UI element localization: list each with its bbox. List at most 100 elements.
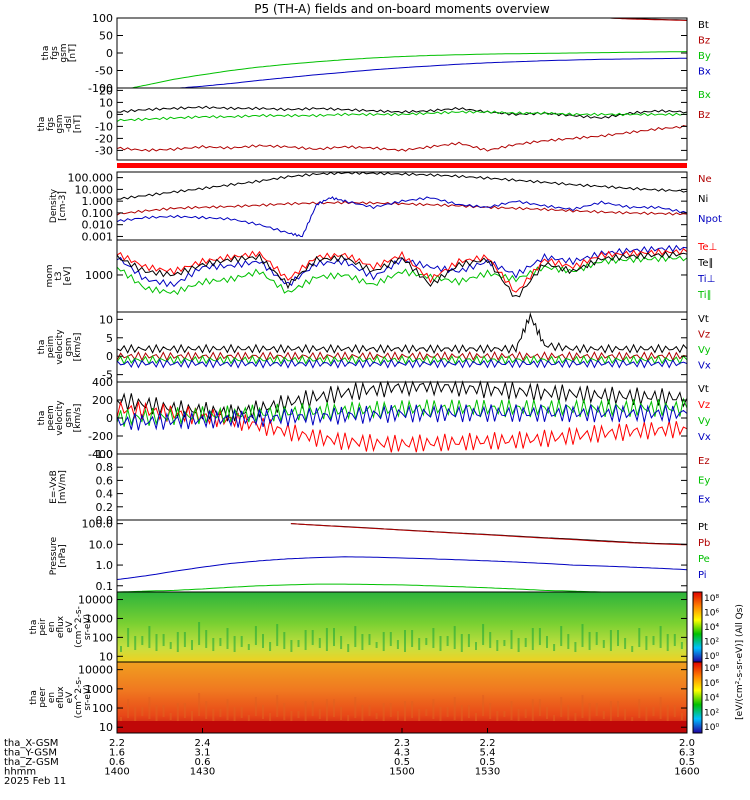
spectrogram-streak [546,707,548,719]
spectrogram-peir [117,592,687,662]
spectrogram-streak [375,642,378,648]
spectrogram-streak [503,640,506,646]
legend-item-Vy: Vy [698,345,711,356]
spectrogram-streak [496,711,499,722]
series-line-Bx [179,57,687,89]
spectrogram-streak [240,636,243,647]
spectrogram-streak [396,711,399,720]
y-axis-label: gsm [64,408,74,427]
y-tick-label: 0 [106,108,113,121]
spectrogram-streak [624,709,627,720]
panel-frame [116,171,688,241]
spectrogram-streak [567,634,570,649]
panel-peim: 10 5 0 -5 tha peim velocity gsm [km/s] Vt Vz Vy Vx [37,311,711,383]
spectrogram-streak [482,695,485,716]
spectrogram-streak [183,703,186,718]
y-tick-label: 0.1 [96,580,114,593]
spectrogram-streak [624,638,627,649]
spectrogram-streak [127,628,130,647]
panel-temp: 1000 mom t3 [eV] Te⊥ Te∥ Ti⊥ Ti∥ [45,239,717,313]
spectrogram-streak [169,642,172,649]
series-line-By [131,51,687,89]
legend-item-Ti∥: Ti∥ [697,290,712,301]
y-axis-label: eV [65,691,75,704]
y-axis-label: eflux [56,615,66,638]
legend-item-By: By [698,51,711,62]
x-annotation-value: 1500 [389,767,414,778]
y-tick-label: 10 [99,96,113,109]
y-tick-label: 0 [106,412,113,425]
y-tick-label: 0.4 [96,488,114,501]
y-axis-label: en [47,621,57,632]
x-annotation-value: 2.4 [195,738,211,749]
y-axis-label: eflux [56,686,66,709]
y-tick-label: 10000 [78,664,113,677]
legend-item-Npot: Npot [698,214,722,225]
legend-item-Ne: Ne [698,174,712,185]
spectrogram-streak [347,715,350,723]
spectrogram-streak [673,634,676,646]
spectrogram-streak [361,634,364,650]
spectrogram-streak [368,634,371,645]
spectrogram-streak [453,697,456,720]
spectrogram-streak [581,695,584,718]
y-axis-label: sr-eV) [83,684,93,710]
y-tick-label: 0.6 [96,474,114,487]
x-annotation-value: 1.6 [109,748,125,759]
spectrogram-streak [666,705,669,722]
spectrogram-streak [148,697,151,719]
spectrogram-streak [176,632,179,652]
y-tick-label: 0.2 [96,501,114,514]
spectrogram-streak [680,642,683,649]
spectrogram-streak [617,701,619,717]
spectrogram-streak [333,628,335,646]
spectrogram-streak [254,697,257,716]
y-axis-label: [eV] [63,267,73,286]
y-tick-label: 10.0 [89,538,114,551]
legend-item-Pb: Pb [698,538,710,549]
spectrogram-streak [560,626,563,646]
spectrogram-streak [609,630,612,651]
spectrogram-streak [482,624,485,645]
spectrogram-streak [517,709,520,723]
spectrogram-streak [574,642,577,652]
spectrogram-streak [411,630,414,647]
series-line-By [116,110,688,123]
spectrogram-streak [617,630,619,646]
spectrogram-streak [517,638,520,652]
y-axis-label: peer [38,687,48,708]
x-annotation-value: 0.5 [679,757,695,768]
legend-item-Vx: Vx [698,361,711,372]
y-tick-label: 1.000 [82,195,114,208]
legend-item-Ey: Ey [698,475,710,486]
legend-item-Vt: Vt [698,384,709,395]
spectrogram-streak [524,709,527,718]
series-line-Ni [117,171,688,200]
spectrogram-streak [382,703,385,722]
spectrogram-streak [162,705,165,717]
y-tick-label: -20 [95,132,113,145]
spectrogram-streak [425,709,428,716]
y-axis-label: sr-eV) [83,614,93,640]
spectrogram-streak [304,701,307,721]
x-annotation-value: 2.3 [394,738,410,749]
spectrogram-streak [588,632,591,650]
spectrogram-streak [595,703,598,716]
spectrogram-streak [510,701,513,720]
y-axis-label: mom [45,264,55,287]
spectrogram-streak [233,636,236,652]
y-tick-label: -50 [95,65,113,78]
legend-item-Bz: Bz [698,36,710,47]
y-tick-label: 10000 [78,594,113,607]
legend-item-Te⊥: Te⊥ [697,242,717,253]
spectrogram-streak [141,707,144,716]
colorbar-tick: 10⁴ [704,623,719,633]
y-tick-label: 10 [99,721,113,734]
spectrogram-streak [269,642,272,651]
y-axis-label: [nPa] [58,544,68,567]
legend-item-Ez: Ez [698,456,710,467]
spectrogram-streak [524,638,527,647]
spectrogram-streak [290,640,293,652]
